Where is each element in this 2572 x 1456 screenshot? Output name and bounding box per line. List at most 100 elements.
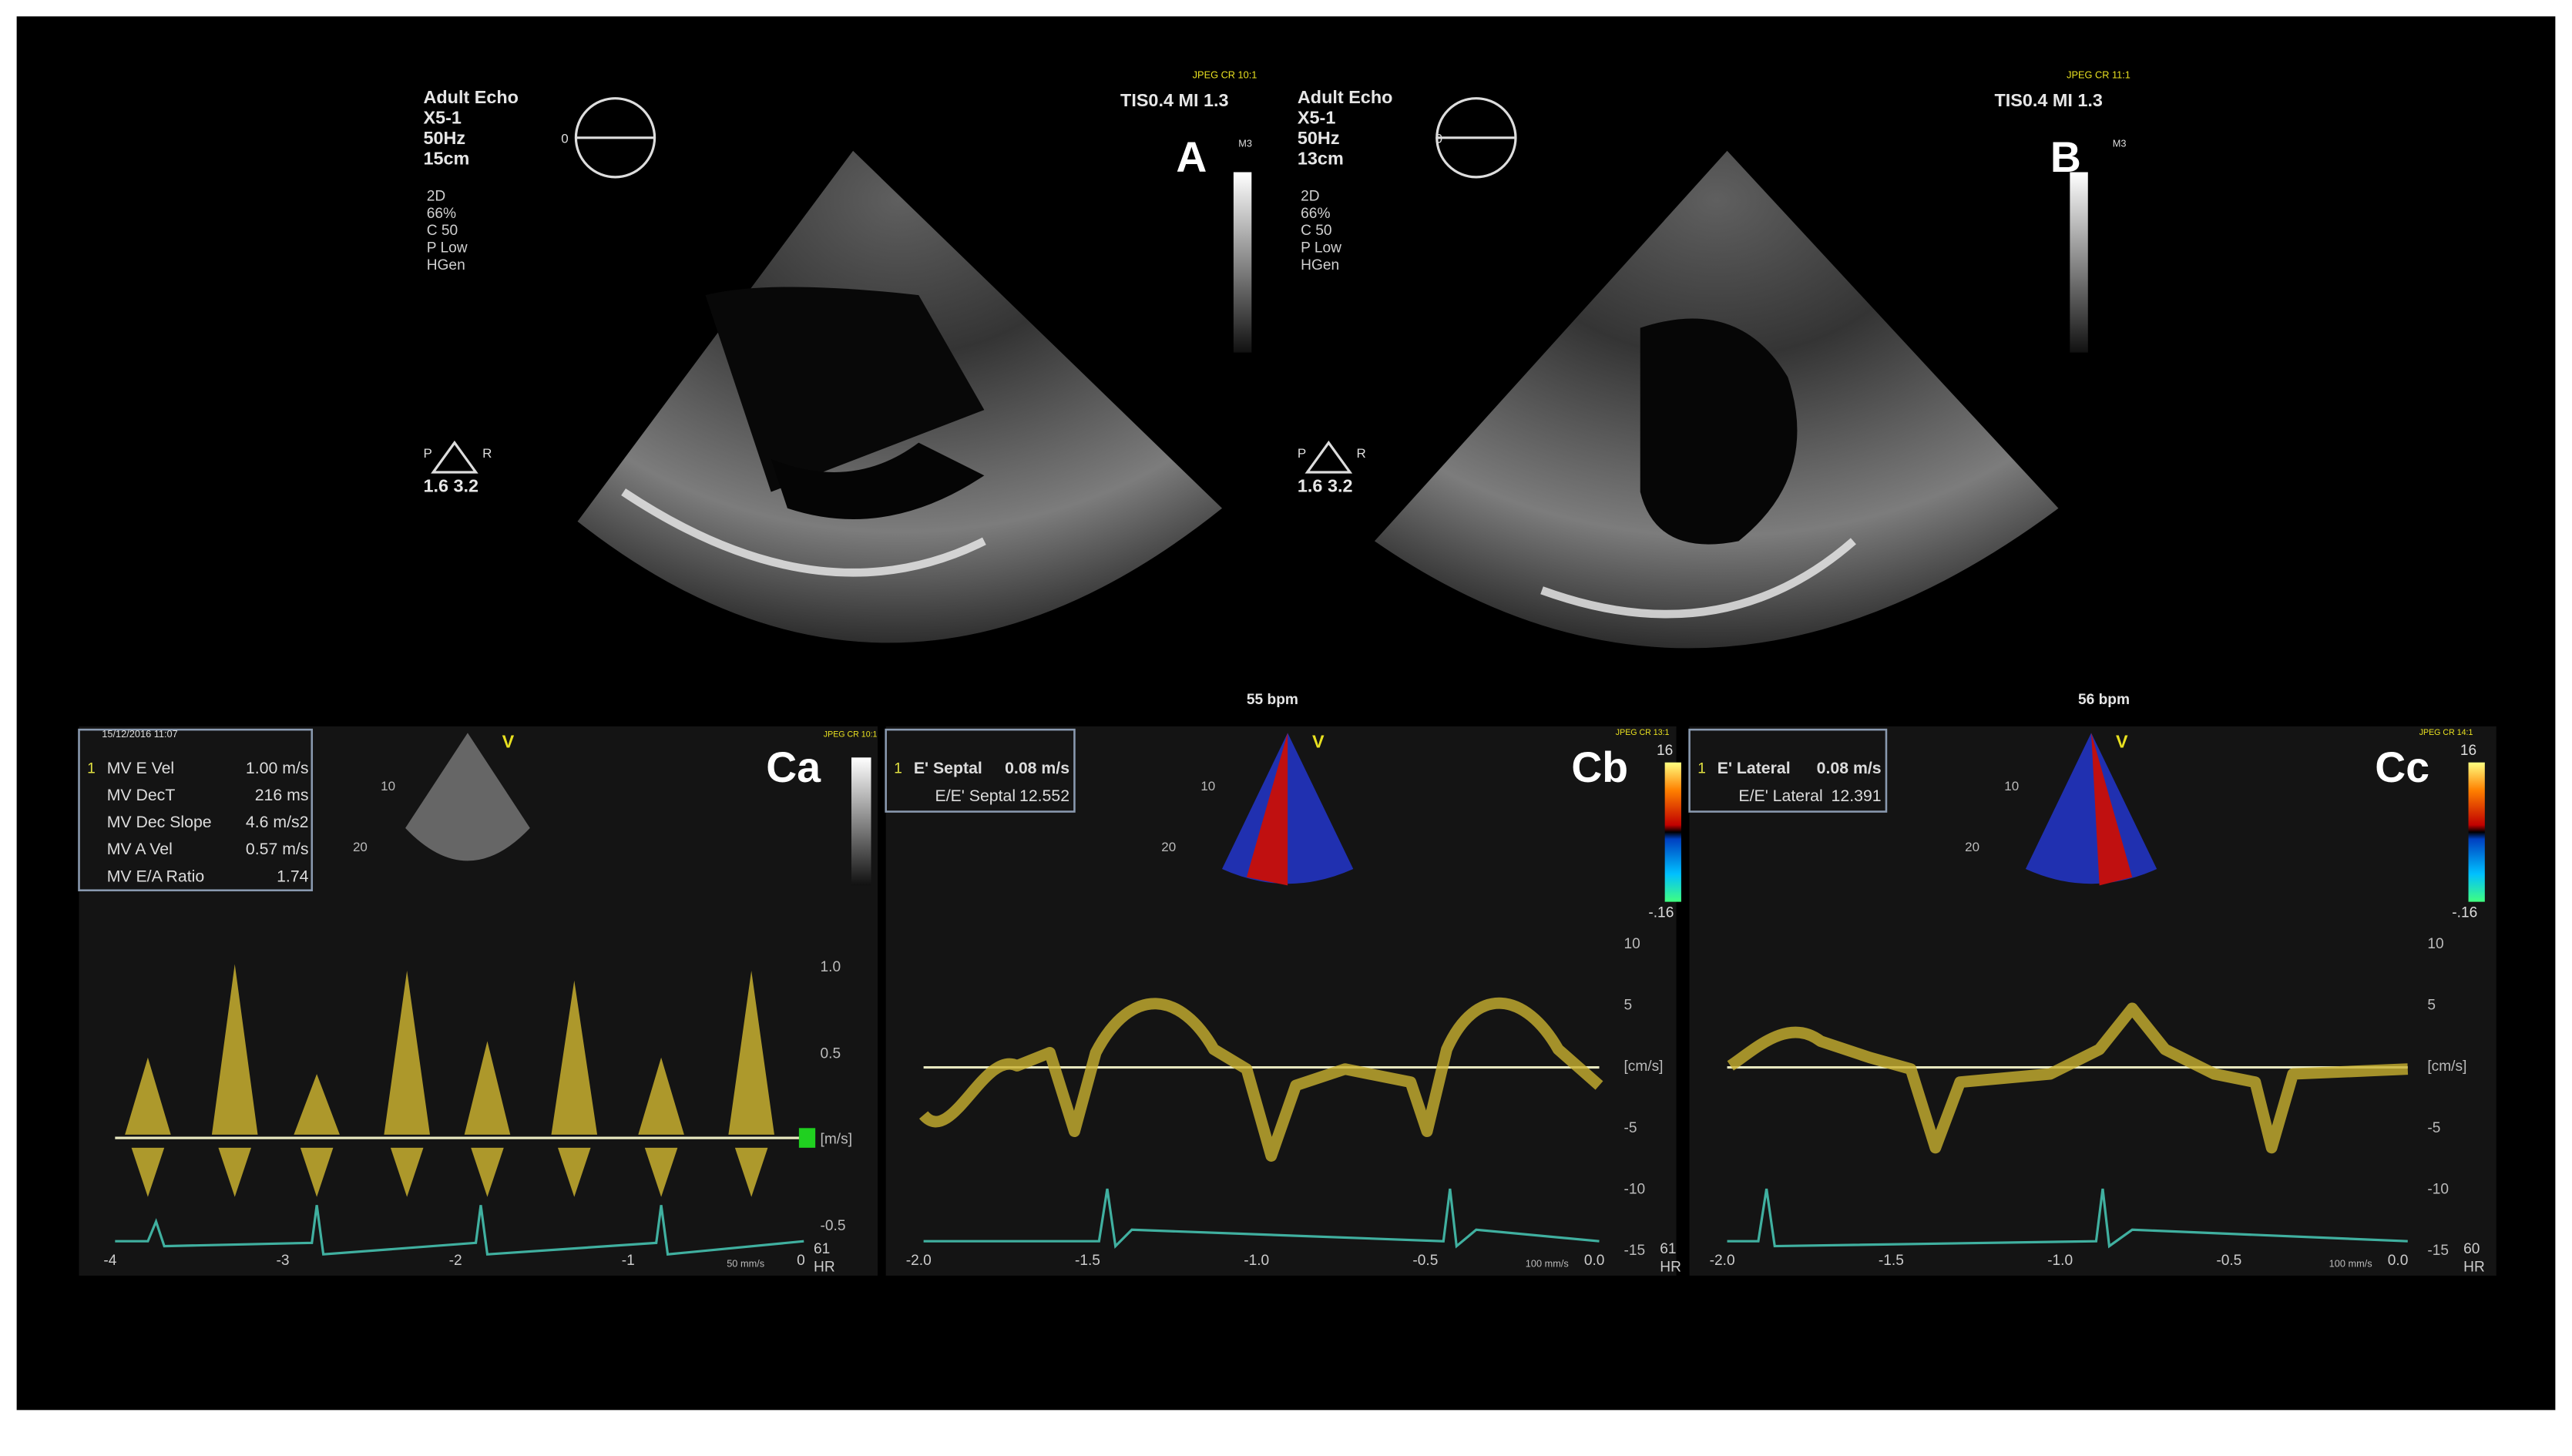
- y-tick-label: -0.5: [821, 1218, 846, 1234]
- color-scale-label: 16: [1657, 743, 1673, 759]
- scan-setting: X5-1: [423, 107, 461, 127]
- scan-mode: HGen: [427, 257, 465, 273]
- x-tick-label: 0: [797, 1253, 805, 1269]
- x-tick-label: -0.5: [1412, 1253, 1438, 1269]
- measurement-value: 0.08 m/s: [1005, 759, 1069, 777]
- baseline-marker: [798, 1128, 816, 1148]
- x-tick-label: -2.0: [1710, 1253, 1735, 1269]
- measurement-name: MV A Vel: [107, 840, 173, 858]
- x-tick-label: 0.0: [1584, 1253, 1605, 1269]
- panel-label: Cb: [1571, 743, 1628, 791]
- heart-rate: 55 bpm: [1247, 692, 1298, 708]
- heart-rate: 61: [814, 1241, 830, 1257]
- gray-map: [851, 757, 871, 886]
- heart-rate-label: HR: [814, 1259, 835, 1275]
- compression: JPEG CR 11:1: [2067, 69, 2130, 80]
- x-tick-label: -1.5: [1075, 1253, 1100, 1269]
- y-tick-label: 10: [2427, 936, 2443, 952]
- scan-setting: Adult Echo: [423, 87, 519, 107]
- y-tick-label: -15: [2427, 1243, 2449, 1259]
- scan-setting: Adult Echo: [1298, 87, 1393, 107]
- sector-b: [1374, 150, 2059, 649]
- scan-mode: 2D: [427, 188, 445, 204]
- y-tick-label: -10: [2427, 1181, 2449, 1197]
- map-label: M3: [1238, 138, 1252, 149]
- doppler-peak: [211, 964, 258, 1197]
- y-tick-label: 1.0: [821, 959, 841, 975]
- orientation: R: [1357, 446, 1366, 461]
- sweep-speed: 50 mm/s: [727, 1257, 764, 1269]
- y-tick-label: -5: [2427, 1120, 2440, 1136]
- measurement-name: MV Dec Slope: [107, 813, 212, 831]
- orientation: R: [482, 446, 492, 461]
- x-tick-label: -1: [622, 1253, 635, 1269]
- measurement-name: E/E' Lateral: [1738, 787, 1822, 805]
- y-tick-label: -5: [1623, 1120, 1637, 1136]
- doppler-peak: [551, 980, 598, 1197]
- output-index: TIS0.4 MI 1.3: [1994, 90, 2103, 110]
- measurement-index: 1: [1697, 760, 1706, 777]
- measurement-name: MV E/A Ratio: [107, 867, 204, 885]
- probe-mark: V: [2116, 731, 2128, 751]
- sweep-speed: 100 mm/s: [2329, 1257, 2372, 1269]
- scan-mode: 2D: [1301, 188, 1319, 204]
- heart-rate-label: HR: [1660, 1259, 1681, 1275]
- orientation-dial: [431, 97, 1517, 474]
- x-tick-label: -2.0: [906, 1253, 932, 1269]
- doppler-peak: [638, 1057, 684, 1197]
- measurement-name: MV DecT: [107, 786, 176, 804]
- x-tick-label: -4: [103, 1253, 116, 1269]
- heart-rate: 61: [1660, 1241, 1676, 1257]
- sweep-speed: 100 mm/s: [1526, 1257, 1569, 1269]
- x-tick-label: -1.5: [1879, 1253, 1904, 1269]
- map-label: M3: [2113, 138, 2127, 149]
- color-map: [1664, 762, 1681, 902]
- y-tick-label: 5: [2427, 998, 2436, 1014]
- measurement-value: 1.74: [277, 867, 309, 885]
- gray-map: [2070, 172, 2088, 353]
- measurement-boxes: [78, 728, 1888, 891]
- probe-mark: V: [502, 731, 515, 751]
- doppler-peak: [384, 971, 430, 1197]
- color-scale-label: 16: [2460, 743, 2476, 759]
- orientation: P: [1298, 446, 1306, 461]
- x-tick-label: -1.0: [2047, 1253, 2073, 1269]
- measurement-value: 0.57 m/s: [246, 840, 309, 858]
- output-index: TIS0.4 MI 1.3: [1120, 90, 1229, 110]
- probe-mark: 20: [1965, 840, 1979, 854]
- y-tick-label: 5: [1623, 998, 1632, 1014]
- probe-mark: 10: [1200, 779, 1215, 793]
- panel-label: Cc: [2375, 743, 2429, 791]
- x-tick-label: -3: [277, 1253, 290, 1269]
- compression: JPEG CR 10:1: [1193, 69, 1257, 80]
- angle: 0: [1435, 131, 1442, 146]
- color-scale-label: -.16: [1648, 905, 1674, 921]
- scan-mode: P Low: [427, 240, 468, 257]
- measurement-name: E' Septal: [914, 759, 982, 777]
- scan-mode: 66%: [427, 206, 456, 222]
- panel-label: A: [1176, 133, 1207, 181]
- doppler-waveform: [125, 964, 774, 1197]
- measurement-index: 1: [894, 760, 902, 777]
- tissue-waveform: [918, 997, 2409, 1162]
- measurement-index: 1: [87, 760, 96, 777]
- x-tick-label: 0.0: [2388, 1253, 2409, 1269]
- y-tick-label: [cm/s]: [2427, 1058, 2466, 1075]
- probe-mark: 10: [2004, 779, 2019, 793]
- depth-scale: 1.6 3.2: [1298, 475, 1353, 495]
- sector-a: [577, 150, 1222, 643]
- y-tick-label: [m/s]: [821, 1131, 852, 1147]
- angle: 0: [561, 131, 568, 146]
- measurement-value: 12.552: [1019, 787, 1069, 805]
- doppler-peak: [728, 971, 774, 1197]
- scan-mode: P Low: [1301, 240, 1341, 257]
- probe-mark: 20: [1161, 840, 1176, 854]
- scan-setting: 15cm: [423, 149, 469, 169]
- orientation: P: [423, 446, 431, 461]
- doppler-peak: [294, 1074, 340, 1197]
- measurement-value: 12.391: [1832, 787, 1882, 805]
- depth-scale: 1.6 3.2: [423, 475, 478, 495]
- measurement-value: 0.08 m/s: [1817, 759, 1882, 777]
- measurement-value: 4.6 m/s2: [246, 813, 309, 831]
